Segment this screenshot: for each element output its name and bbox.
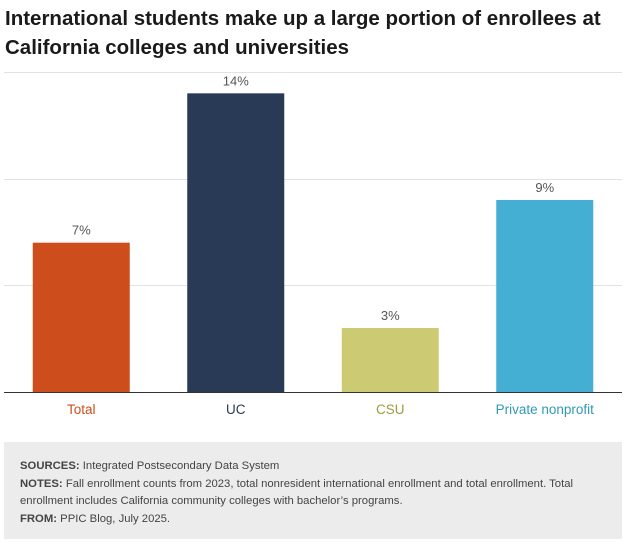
- value-labels: 7% 14% 3% 9%: [72, 73, 555, 323]
- chart-footer: SOURCES: Integrated Postsecondary Data S…: [4, 442, 622, 539]
- value-label: 7%: [72, 223, 91, 238]
- bar-uc: [187, 93, 285, 392]
- sources-text: Integrated Postsecondary Data System: [82, 460, 280, 472]
- bar-csu: [341, 328, 439, 392]
- category-label: UC: [226, 402, 246, 417]
- category-label: Total: [67, 402, 96, 417]
- notes-label: NOTES:: [20, 477, 63, 490]
- bar-total: [32, 242, 130, 392]
- from-text: PPIC Blog, July 2025.: [60, 512, 171, 525]
- bar-chart: 7% 14% 3% 9% Total UC CSU Private nonprofit: [4, 72, 622, 417]
- value-label: 9%: [535, 180, 554, 195]
- category-label: CSU: [376, 402, 405, 417]
- from-label: FROM:: [20, 512, 58, 525]
- sources-line: SOURCES: Integrated Postsecondary Data S…: [20, 458, 606, 476]
- category-label: Private nonprofit: [496, 402, 595, 417]
- value-label: 14%: [223, 73, 249, 88]
- notes-text: Fall enrollment counts from 2023, total …: [20, 477, 574, 508]
- bar-private-nonprofit: [496, 200, 594, 392]
- notes-line: NOTES: Fall enrollment counts from 2023,…: [20, 476, 606, 511]
- chart-title: International students make up a large p…: [5, 7, 601, 59]
- bars: [32, 93, 594, 392]
- sources-label: SOURCES:: [20, 460, 80, 472]
- value-label: 3%: [381, 308, 400, 323]
- category-labels: Total UC CSU Private nonprofit: [67, 402, 594, 417]
- from-line: FROM: PPIC Blog, July 2025.: [20, 511, 606, 529]
